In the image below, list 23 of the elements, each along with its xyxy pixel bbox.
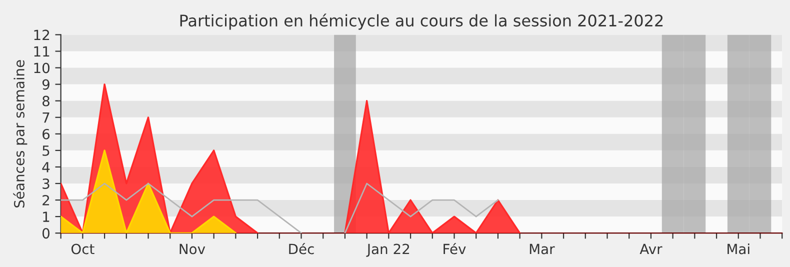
chart-title: Participation en hémicycle au cours de la session 2021-2022 [180,14,663,30]
x-tick-label: Déc [289,242,314,254]
x-tick-label: Jan 22 [366,244,410,257]
x-tick-label: Mai [728,244,750,254]
y-tick-label: 12 [34,30,50,40]
y-tick-label: 10 [34,62,50,74]
y-tick-label: 8 [42,96,50,106]
x-tick-label: Mar [530,244,555,254]
y-tick-label: 0 [42,228,50,239]
y-tick-label: 5 [42,146,50,156]
y-tick-label: 6 [42,128,50,140]
y-tick-label: 1 [43,212,50,222]
x-tick-label: Avr [640,244,662,254]
y-axis-title: Séances par semaine [13,60,28,208]
y-tick-label: 3 [42,178,50,189]
x-tick-label: Fév [444,242,466,254]
y-tick-label: 2 [42,194,50,206]
x-tick-label: Nov [180,244,206,254]
x-tick-label: Oct [71,244,94,254]
y-tick-label: 4 [42,162,50,172]
y-tick-label: 7 [42,112,50,123]
y-tick-label: 9 [42,79,50,90]
y-tick-label: 11 [34,46,50,57]
